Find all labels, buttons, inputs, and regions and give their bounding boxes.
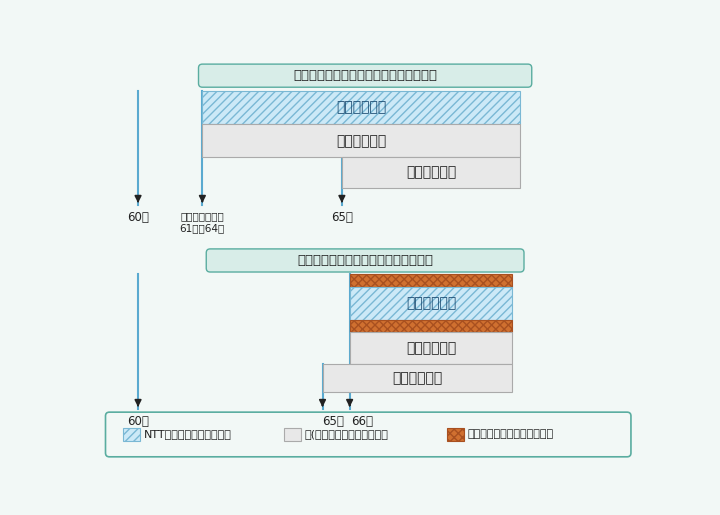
Bar: [350, 287, 513, 320]
Text: は繰下げにより増額される分: は繰下げにより増額される分: [467, 430, 554, 439]
Text: 60歳: 60歳: [127, 415, 149, 428]
Text: 老齢基礎年金: 老齢基礎年金: [392, 371, 443, 385]
Bar: [446, 427, 464, 441]
Text: 国(日本年金機構）から支給: 国(日本年金機構）から支給: [305, 430, 389, 439]
Text: 退職共済年金: 退職共済年金: [406, 297, 456, 311]
Bar: [122, 427, 140, 441]
Text: 老齢厚生年金: 老齢厚生年金: [406, 341, 456, 355]
Text: 老齢厚生年金の繰下げ請求をしない場合: 老齢厚生年金の繰下げ請求をしない場合: [293, 69, 437, 82]
Bar: [342, 157, 520, 188]
Text: 生年月日により
61歳〜64歳: 生年月日により 61歳〜64歳: [180, 211, 225, 233]
Text: 退職共済年金: 退職共済年金: [336, 100, 387, 115]
Bar: [202, 124, 520, 157]
Bar: [350, 273, 513, 287]
Text: 66歳: 66歳: [351, 415, 373, 428]
Text: 65歳: 65歳: [331, 211, 353, 224]
Bar: [350, 320, 513, 332]
Bar: [284, 427, 301, 441]
Text: NTT企業年金基金から支給: NTT企業年金基金から支給: [143, 430, 231, 439]
Bar: [350, 332, 513, 365]
Text: 老齢厚生年金の繰下げ請求をする場合: 老齢厚生年金の繰下げ請求をする場合: [297, 254, 433, 267]
FancyBboxPatch shape: [106, 412, 631, 457]
FancyBboxPatch shape: [199, 64, 532, 87]
FancyBboxPatch shape: [206, 249, 524, 272]
Text: 60歳: 60歳: [127, 211, 149, 224]
Bar: [202, 91, 520, 124]
Text: 老齢基礎年金: 老齢基礎年金: [406, 166, 456, 180]
Text: 65歳: 65歳: [323, 415, 344, 428]
Bar: [323, 365, 513, 392]
Text: 老齢厚生年金: 老齢厚生年金: [336, 134, 387, 148]
